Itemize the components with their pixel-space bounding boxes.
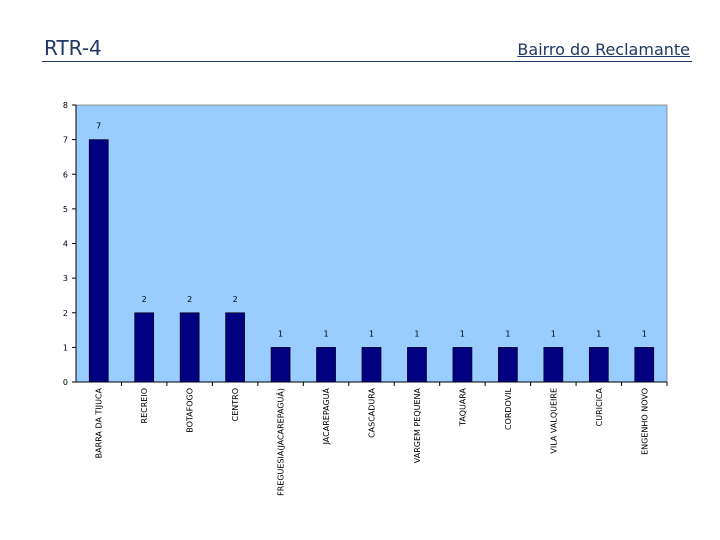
data-label: 2 [233,295,238,304]
bar [498,347,518,383]
category-label: ENGENHO NOVO [640,388,649,455]
bar [225,312,245,383]
category-label: JACAREPAGUÁ [320,387,331,445]
data-label: 7 [96,122,101,131]
bar [588,347,609,383]
data-label: 1 [505,329,510,338]
data-label: 1 [460,329,465,338]
data-label: 2 [187,295,192,304]
bar [634,347,655,383]
y-tick-label: 3 [63,274,68,283]
y-tick-label: 0 [63,378,68,387]
data-label: 1 [596,329,601,338]
data-label: 1 [323,329,328,338]
bar [316,347,336,383]
plot-area [75,104,668,383]
data-label: 1 [278,329,283,338]
data-label: 2 [142,295,147,304]
y-tick-label: 7 [63,136,68,145]
category-label: CENTRO [231,388,240,421]
category-label: RECREIO [140,388,149,423]
category-label: VILA VALQUEIRE [549,388,558,454]
category-label: FREGUESIA(JACAREPAGUÁ) [275,388,286,496]
bar [179,312,200,383]
data-label: 1 [369,329,374,338]
y-tick-label: 8 [63,101,68,110]
bar [543,347,564,383]
y-tick-label: 2 [63,309,68,318]
data-label: 1 [414,329,419,338]
slide-subtitle: Bairro do Reclamante [517,40,690,59]
y-tick-label: 4 [63,240,68,249]
y-tick-label: 5 [63,205,68,214]
y-tick-label: 1 [63,343,68,352]
data-label: 1 [642,329,647,338]
header-rule [42,61,692,62]
slide-title: RTR-4 [44,36,102,60]
bar [452,347,473,383]
data-label: 1 [551,329,556,338]
bar [134,312,155,383]
bar [270,347,291,383]
bar [361,347,382,383]
category-label: VARGEM PEQUENA [413,387,422,463]
category-label: CASCADURA [368,387,377,437]
category-label: TAQUARA [458,387,467,426]
slide-header: RTR-4 Bairro do Reclamante [0,0,720,70]
category-label: BARRA DA TIJUCA [95,387,104,458]
category-label: CURICICA [595,387,604,426]
category-label: CORDOVIL [504,387,513,430]
category-label: BOTAFOGO [186,388,195,433]
bar [407,347,427,383]
y-tick-label: 6 [63,170,68,179]
bar [88,139,109,383]
